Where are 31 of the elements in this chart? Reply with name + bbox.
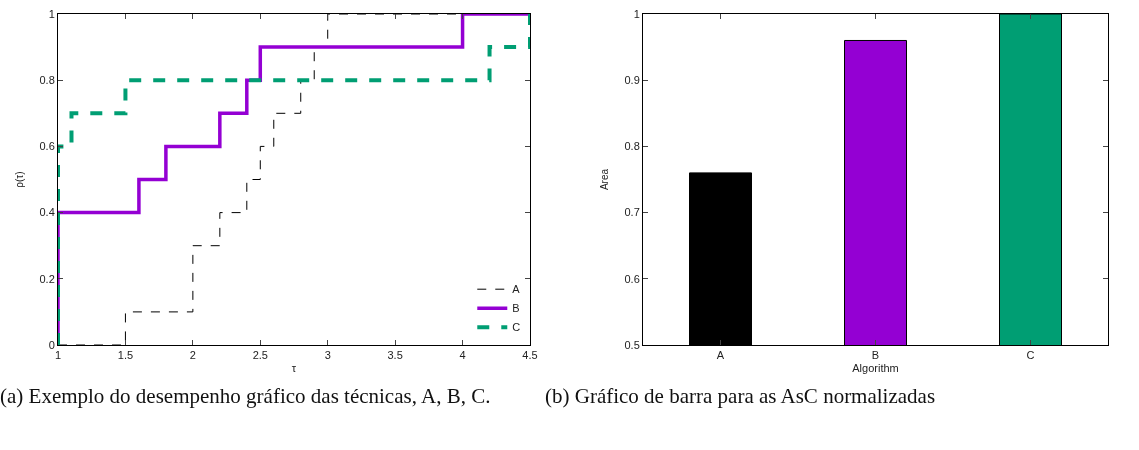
x-tick-label: A — [716, 349, 725, 362]
y-tick-label: 0.6 — [39, 140, 55, 153]
y-tick-label: 0.7 — [624, 206, 640, 219]
x-tick-label: 3.5 — [387, 349, 403, 362]
x-tick-label: 2.5 — [252, 349, 268, 362]
y-tick-label: 0.9 — [624, 74, 640, 87]
y-axis-title: Area — [598, 168, 610, 191]
x-tick-label: B — [871, 349, 880, 362]
y-tick-label: 1 — [48, 7, 55, 20]
x-tick-label: 1.5 — [117, 349, 134, 362]
y-tick-label: 0 — [48, 338, 55, 351]
x-axis-title: τ — [291, 362, 297, 375]
legend-label: C — [512, 321, 521, 334]
y-tick-label: 0.5 — [624, 338, 640, 351]
y-tick-label: 0.6 — [624, 272, 640, 285]
text: (b) Gráfico de barra para as AsC normalizadas — [545, 383, 937, 410]
x-tick-label: 3 — [324, 349, 331, 362]
text: (a) Exemplo do desempenho gráfico das técnicas, A, B, C. — [0, 384, 491, 408]
y-tick-label: 0.4 — [39, 206, 55, 219]
legend-label: B — [512, 302, 520, 315]
x-tick-label: C — [1026, 349, 1035, 362]
y-axis-title: ρ(τ) — [13, 171, 25, 188]
x-axis-title: Algorithm — [852, 362, 899, 375]
y-tick-label: 1 — [633, 7, 640, 20]
x-tick-label: 4.5 — [522, 349, 538, 362]
y-tick-label: 0.2 — [39, 272, 55, 285]
legend-label: A — [512, 283, 521, 296]
y-tick-label: 0.8 — [39, 74, 55, 87]
y-tick-label: 0.8 — [624, 140, 640, 153]
x-tick-label: 4 — [459, 349, 466, 362]
x-tick-label: 2 — [189, 349, 196, 362]
